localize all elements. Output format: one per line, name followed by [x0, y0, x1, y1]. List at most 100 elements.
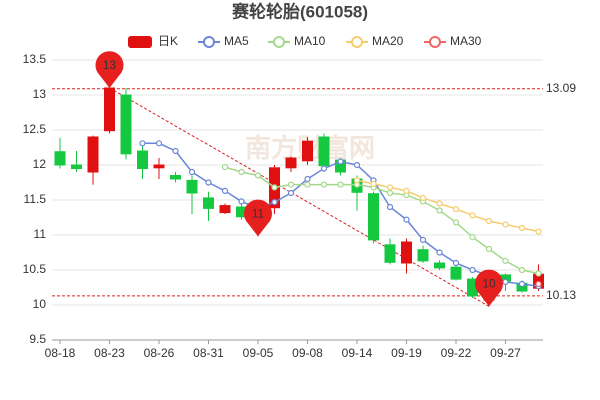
- ma-point: [436, 249, 443, 256]
- x-tick-label: 08-23: [94, 346, 125, 360]
- ma-line: [356, 179, 539, 233]
- candle-body: [120, 94, 132, 155]
- ma-point: [485, 245, 493, 253]
- ma-point: [254, 172, 262, 179]
- ma-point: [436, 200, 443, 207]
- ma-point: [518, 266, 526, 274]
- candle-body: [384, 244, 396, 263]
- ma-point: [386, 189, 394, 197]
- x-tick-label: 08-26: [144, 346, 175, 360]
- legend-label: 日K: [158, 34, 178, 48]
- x-tick-label: 09-19: [391, 346, 422, 360]
- legend-label: MA30: [450, 34, 482, 48]
- ma-point: [469, 212, 476, 219]
- pin-label: 10: [482, 277, 496, 291]
- pin: [244, 199, 273, 237]
- y-tick-label: 12.5: [23, 122, 47, 136]
- ma-point: [419, 236, 427, 243]
- ma-point: [452, 259, 460, 267]
- ma-point: [320, 165, 328, 172]
- candle-body: [186, 179, 198, 194]
- ma-point: [485, 217, 493, 225]
- ma-point: [502, 278, 509, 285]
- ma-point: [386, 184, 394, 191]
- ma-point: [304, 175, 311, 183]
- candle-body: [450, 266, 462, 280]
- ma-point: [337, 158, 344, 165]
- x-tick-label: 09-05: [243, 346, 274, 360]
- ma-point: [287, 189, 295, 197]
- candle-body: [219, 205, 231, 214]
- y-tick-label: 11: [34, 227, 47, 241]
- ma-point: [337, 181, 344, 188]
- legend-marker: [273, 36, 285, 48]
- ma-point: [271, 184, 278, 191]
- candle-body: [368, 193, 379, 241]
- candle-body: [137, 150, 148, 169]
- ma-point: [172, 147, 179, 155]
- candle-body: [302, 140, 313, 162]
- reference-label: 10.13: [546, 288, 576, 302]
- ma-point: [188, 168, 196, 176]
- legend-label: MA20: [372, 34, 404, 48]
- chart-title: 赛轮轮胎(601058): [231, 1, 368, 21]
- legend-label: MA5: [224, 34, 249, 48]
- legend-marker: [351, 36, 363, 48]
- ma-point: [518, 224, 526, 232]
- y-tick-label: 13.5: [23, 52, 47, 66]
- ma-point: [452, 206, 460, 213]
- legend-marker: [429, 36, 441, 48]
- pin: [95, 51, 124, 88]
- ma-point: [221, 164, 229, 171]
- ma-point: [469, 234, 476, 241]
- candle-body: [71, 164, 82, 169]
- pin-label: 13: [103, 58, 117, 72]
- candle-body: [153, 164, 165, 169]
- candle-body: [104, 87, 115, 132]
- ma-point: [155, 140, 163, 147]
- ma-point: [535, 228, 542, 235]
- pin: [475, 269, 503, 307]
- y-tick-label: 11.5: [24, 192, 47, 206]
- ma-point: [502, 221, 509, 228]
- x-tick-label: 09-22: [441, 346, 472, 360]
- ma-point: [238, 198, 245, 205]
- ma-point: [271, 199, 278, 206]
- x-tick-label: 09-14: [342, 346, 373, 360]
- candle-body: [170, 175, 181, 180]
- legend-swatch: [128, 36, 152, 48]
- candle-body: [87, 136, 99, 173]
- y-tick-label: 9.5: [29, 332, 46, 346]
- candle-body: [401, 241, 412, 264]
- candle-body: [203, 197, 214, 209]
- ma-point: [386, 203, 394, 211]
- ma-point: [518, 280, 526, 288]
- candle-body: [417, 249, 429, 262]
- ma-point: [205, 179, 212, 186]
- ma-point: [320, 181, 328, 188]
- pin-label: 11: [252, 207, 265, 221]
- y-tick-label: 13: [33, 87, 47, 101]
- ma-point: [353, 177, 361, 184]
- y-tick-label: 12: [33, 157, 47, 171]
- ma-point: [403, 187, 410, 194]
- ma-point: [139, 140, 146, 147]
- legend-label: MA10: [294, 34, 326, 48]
- ma-point: [287, 181, 295, 188]
- x-tick-label: 09-27: [490, 346, 521, 360]
- y-tick-label: 10: [33, 297, 47, 311]
- ma-point: [403, 216, 410, 223]
- legend-marker: [203, 36, 215, 48]
- x-tick-label: 08-18: [45, 346, 76, 360]
- candle-body: [434, 262, 445, 269]
- ma-point: [436, 207, 443, 214]
- x-tick-label: 08-31: [193, 346, 224, 360]
- y-tick-label: 10.5: [23, 262, 47, 276]
- ma-point: [535, 280, 542, 288]
- reference-label: 13.09: [546, 81, 576, 95]
- ma-point: [370, 180, 377, 187]
- ma-point: [353, 161, 361, 169]
- ma-point: [452, 219, 460, 226]
